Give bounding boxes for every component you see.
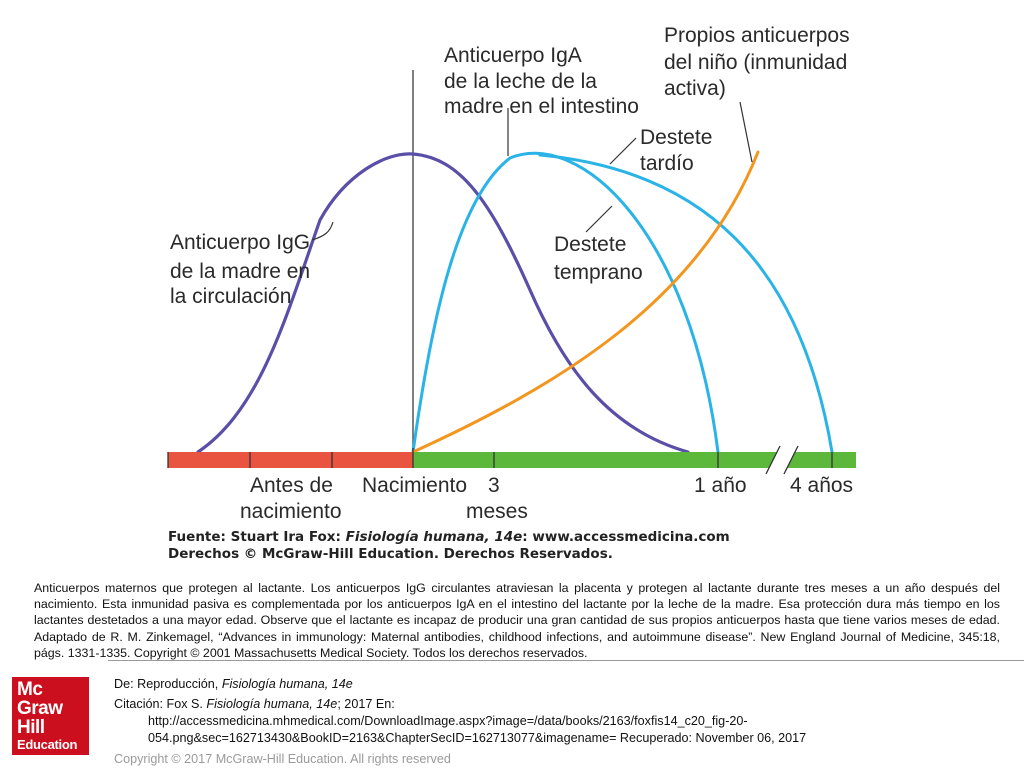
figure-rights: Derechos © McGraw-Hill Education. Derech… [168, 546, 613, 562]
figure-source: Fuente: Stuart Ira Fox: Fisiología human… [168, 529, 730, 545]
axis-label-before-birth: Antes de nacimiento [240, 474, 342, 523]
active-immunity-curve [411, 150, 760, 454]
reproduction-line: De: Reproducción, Fisiología humana, 14e [114, 677, 353, 691]
axis-label-4-years: 4 años [790, 474, 853, 497]
figure-caption: Anticuerpos maternos que protegen al lac… [34, 581, 1000, 660]
copyright-notice: Copyright © 2017 McGraw-Hill Education. … [114, 752, 451, 766]
citation-line: Citación: Fox S. Fisiología humana, 14e;… [114, 697, 395, 711]
axis-label-3-months: 3 meses [466, 474, 528, 523]
late-weaning-label: Destete tardío [640, 126, 718, 175]
figure-panel [162, 0, 856, 562]
time-ticks [167, 448, 833, 468]
iga-late-curve [538, 153, 834, 454]
divider [108, 660, 1024, 661]
maternal-antibodies-diagram: Anticuerpo IgG de la madre en la circula… [162, 0, 856, 562]
prenatal-bar [168, 452, 413, 468]
mcgraw-hill-logo: Mc Graw Hill Education [12, 677, 89, 755]
axis-label-1-year: 1 año [694, 474, 747, 497]
axis-break [765, 445, 799, 475]
iga-label: Anticuerpo IgA de la leche de la madre e… [444, 44, 639, 118]
label-pointers [311, 101, 753, 241]
igg-label: Anticuerpo IgG de la madre en la circula… [170, 231, 316, 308]
axis-label-birth: Nacimiento [362, 474, 467, 497]
citation-block: De: Reproducción, Fisiología humana, 14e… [114, 676, 1014, 768]
iga-early-curve [411, 152, 720, 454]
citation-url: http://accessmedicina.mhmedical.com/Down… [148, 714, 748, 728]
active-immunity-label: Propios anticuerpos del niño (inmunidad … [664, 24, 855, 100]
postnatal-bar [413, 452, 856, 468]
early-weaning-label: Destete temprano [554, 233, 643, 284]
citation-url-cont: 054.png&sec=162713430&BookID=2163&Chapte… [148, 731, 807, 745]
